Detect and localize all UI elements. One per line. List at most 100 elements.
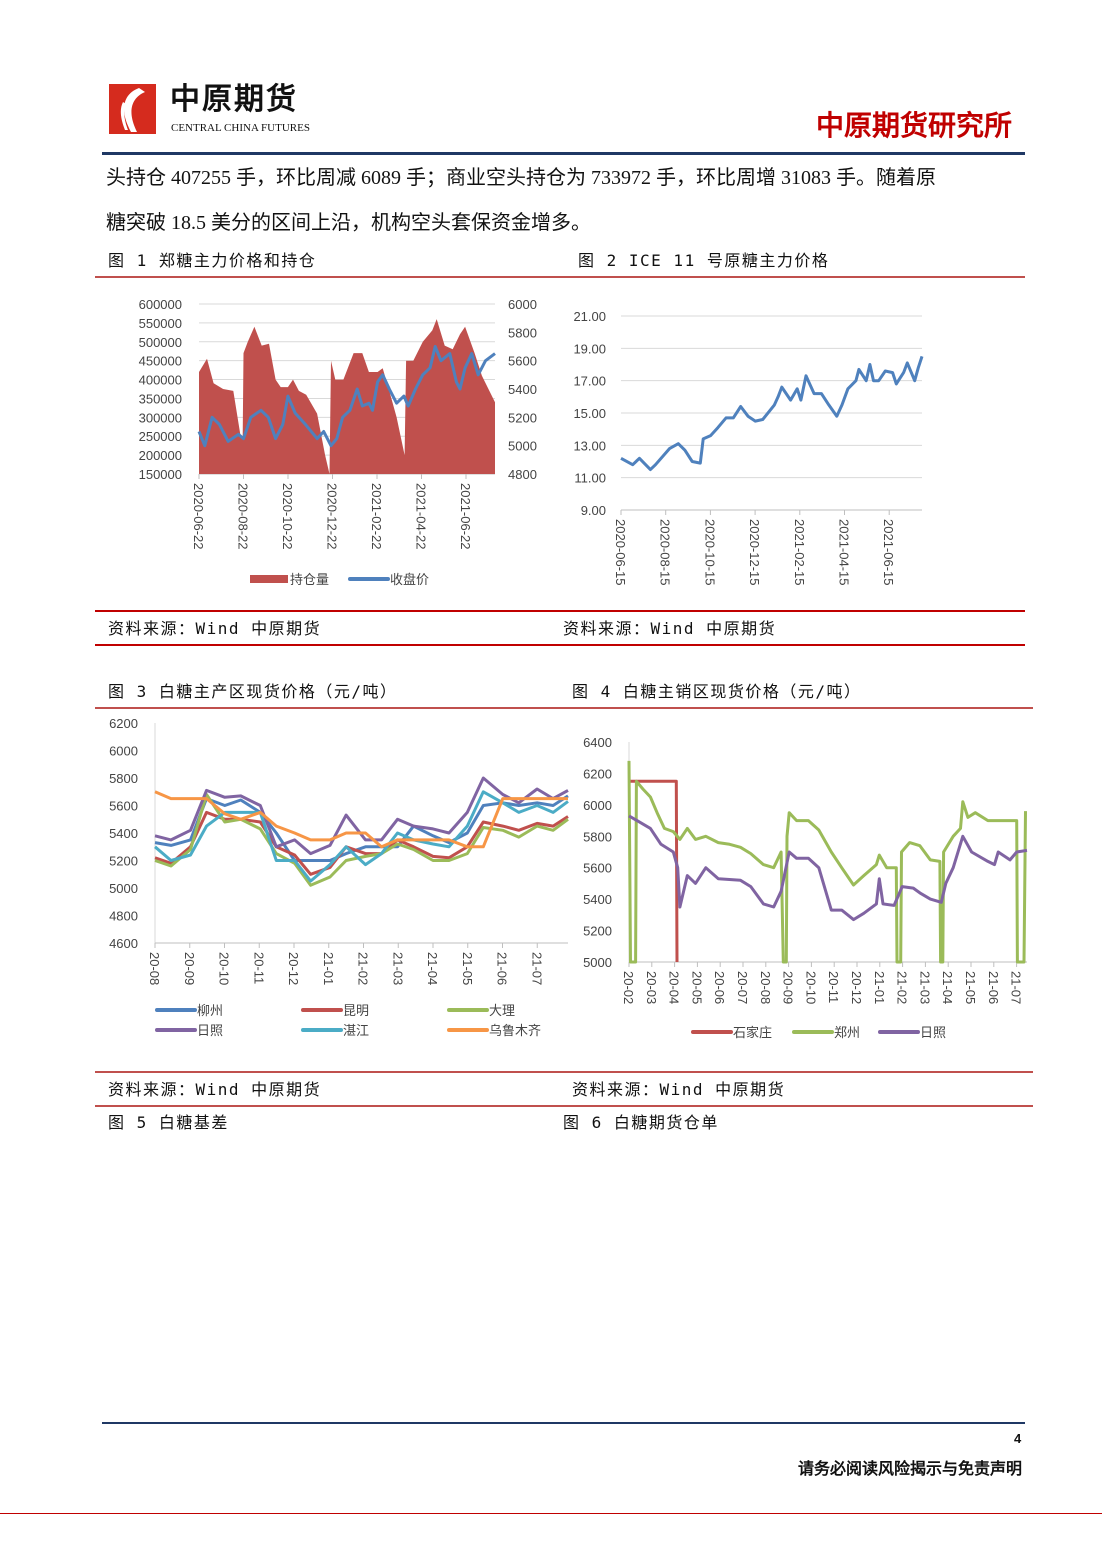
x-tick-label: 20-06 bbox=[712, 971, 727, 1004]
figure-2-source: 资料来源：Wind 中原期货 bbox=[563, 619, 777, 638]
x-tick-label: 20-10 bbox=[803, 971, 818, 1004]
logo-swoosh-icon bbox=[120, 88, 145, 132]
y-tick-label: 500000 bbox=[139, 335, 182, 350]
y-tick-label: 5400 bbox=[583, 892, 612, 907]
y-tick-label: 5000 bbox=[109, 881, 138, 896]
figure-6-title: 图 6 白糖期货仓单 bbox=[563, 1113, 719, 1132]
divider bbox=[95, 1071, 1033, 1073]
x-tick-label: 20-08 bbox=[758, 971, 773, 1004]
y-tick-label: 250000 bbox=[139, 429, 182, 444]
y-tick-label: 600000 bbox=[139, 297, 182, 312]
series-line-乌鲁木齐 bbox=[154, 790, 568, 849]
y-tick-label: 5400 bbox=[109, 826, 138, 841]
y-tick-label: 150000 bbox=[139, 467, 182, 482]
legend-label: 日照 bbox=[920, 1025, 946, 1040]
y-tick-label: 6000 bbox=[583, 798, 612, 813]
x-tick-label: 20-05 bbox=[689, 971, 704, 1004]
x-tick-label: 20-10 bbox=[217, 952, 232, 985]
divider bbox=[95, 707, 1033, 709]
x-tick-label: 20-09 bbox=[182, 952, 197, 985]
y-tick-label: 5800 bbox=[583, 829, 612, 844]
x-tick-label: 2021-02-15 bbox=[792, 519, 807, 586]
y-tick-label: 17.00 bbox=[573, 374, 606, 389]
x-tick-label: 2021-06-15 bbox=[881, 519, 896, 586]
x-tick-label: 2020-12-22 bbox=[325, 483, 340, 550]
y-right-tick-label: 6000 bbox=[508, 297, 537, 312]
disclaimer-text: 请务必阅读风险揭示与免责声明 bbox=[797, 1459, 1022, 1478]
x-tick-label: 2020-10-22 bbox=[280, 483, 295, 550]
y-tick-label: 6400 bbox=[583, 735, 612, 750]
figure-3-source: 资料来源：Wind 中原期货 bbox=[108, 1080, 322, 1099]
y-tick-label: 6200 bbox=[109, 716, 138, 731]
series-line-日照 bbox=[628, 814, 1028, 922]
y-right-tick-label: 5200 bbox=[508, 410, 537, 425]
divider bbox=[95, 610, 1025, 612]
divider bbox=[95, 276, 1025, 278]
x-tick-label: 2021-04-22 bbox=[414, 483, 429, 550]
body-paragraph-line-1: 头持仓 407255 手，环比周减 6089 手；商业空头持仓为 733972 … bbox=[106, 167, 936, 189]
legend-swatch-持仓量 bbox=[250, 575, 288, 583]
legend-label: 昆明 bbox=[343, 1003, 369, 1018]
legend-label: 柳州 bbox=[197, 1003, 223, 1018]
x-tick-label: 20-11 bbox=[251, 952, 266, 984]
x-tick-label: 21-05 bbox=[963, 971, 978, 1004]
x-tick-label: 21-01 bbox=[872, 971, 887, 1004]
y-tick-label: 13.00 bbox=[573, 438, 606, 453]
x-tick-label: 20-08 bbox=[147, 952, 162, 985]
y-tick-label: 4600 bbox=[109, 936, 138, 951]
y-tick-label: 5600 bbox=[109, 799, 138, 814]
y-tick-label: 21.00 bbox=[573, 309, 606, 324]
y-right-tick-label: 4800 bbox=[508, 467, 537, 482]
y-tick-label: 550000 bbox=[139, 316, 182, 331]
x-tick-label: 20-11 bbox=[826, 971, 841, 1003]
page-number: 4 bbox=[1014, 1431, 1022, 1446]
figure-4-title: 图 4 白糖主销区现货价格（元/吨） bbox=[572, 682, 862, 701]
x-tick-label: 2021-06-22 bbox=[458, 483, 473, 550]
x-tick-label: 2020-10-15 bbox=[702, 519, 717, 586]
y-tick-label: 5200 bbox=[109, 854, 138, 869]
y-tick-label: 19.00 bbox=[573, 341, 606, 356]
chart-2-ice-raw-sugar: 21.00 19.00 17.00 15.00 13.00 11.00 9.00 2020-0… bbox=[573, 309, 924, 586]
y-tick-label: 15.00 bbox=[573, 406, 606, 421]
company-logo-mark bbox=[109, 84, 156, 134]
logo-chinese-name: 中原期货 bbox=[170, 82, 298, 117]
x-tick-label: 20-12 bbox=[849, 971, 864, 1004]
series-area-持仓量 bbox=[199, 319, 495, 474]
y-right-tick-label: 5000 bbox=[508, 439, 537, 454]
legend-label: 湛江 bbox=[343, 1023, 369, 1038]
legend-label: 大理 bbox=[489, 1003, 515, 1018]
y-tick-label: 450000 bbox=[139, 354, 182, 369]
x-tick-label: 21-05 bbox=[460, 952, 475, 985]
institute-title: 中原期货研究所 bbox=[815, 109, 1012, 142]
x-tick-label: 20-02 bbox=[621, 971, 636, 1004]
chart-4-selling-area-spot: 6400 6200 6000 5800 5600 5400 5200 5000 20-02 20-… bbox=[583, 735, 1028, 1040]
footer-rule bbox=[102, 1422, 1025, 1424]
y-tick-label: 5200 bbox=[583, 924, 612, 939]
series-line-收盘价 bbox=[197, 345, 496, 448]
footer-red-rule bbox=[0, 1513, 1102, 1514]
x-tick-label: 20-03 bbox=[644, 971, 659, 1004]
x-tick-label: 20-09 bbox=[781, 971, 796, 1004]
body-paragraph-line-2: 糖突破 18.5 美分的区间上沿，机构空头套保资金增多。 bbox=[106, 212, 591, 234]
legend-label: 日照 bbox=[197, 1023, 223, 1038]
x-tick-label: 21-03 bbox=[917, 971, 932, 1004]
series-line-昆明 bbox=[154, 810, 569, 876]
series-line-郑州 bbox=[627, 760, 1027, 964]
figure-5-title: 图 5 白糖基差 bbox=[108, 1113, 229, 1132]
y-tick-label: 350000 bbox=[139, 391, 182, 406]
x-tick-label: 2020-08-15 bbox=[658, 519, 673, 586]
chart-1-zheng-sugar-price-oi: 600000 550000 500000 450000 400000 350000 3000… bbox=[139, 297, 537, 587]
y-tick-label: 300000 bbox=[139, 410, 182, 425]
x-tick-label: 20-04 bbox=[667, 971, 682, 1004]
y-tick-label: 400000 bbox=[139, 373, 182, 388]
figure-4-source: 资料来源：Wind 中原期货 bbox=[572, 1080, 786, 1099]
figure-1-source: 资料来源：Wind 中原期货 bbox=[108, 619, 322, 638]
x-tick-label: 2021-02-22 bbox=[369, 483, 384, 550]
header-rule bbox=[102, 152, 1025, 155]
chart-3-producing-area-spot: 6200 6000 5800 5600 5400 5200 5000 4800 4600 20-0… bbox=[109, 716, 569, 1038]
y-tick-label: 4800 bbox=[109, 909, 138, 924]
y-right-tick-label: 5400 bbox=[508, 382, 537, 397]
x-tick-label: 2020-12-15 bbox=[747, 519, 762, 586]
figure-2-title: 图 2 ICE 11 号原糖主力价格 bbox=[578, 251, 830, 270]
